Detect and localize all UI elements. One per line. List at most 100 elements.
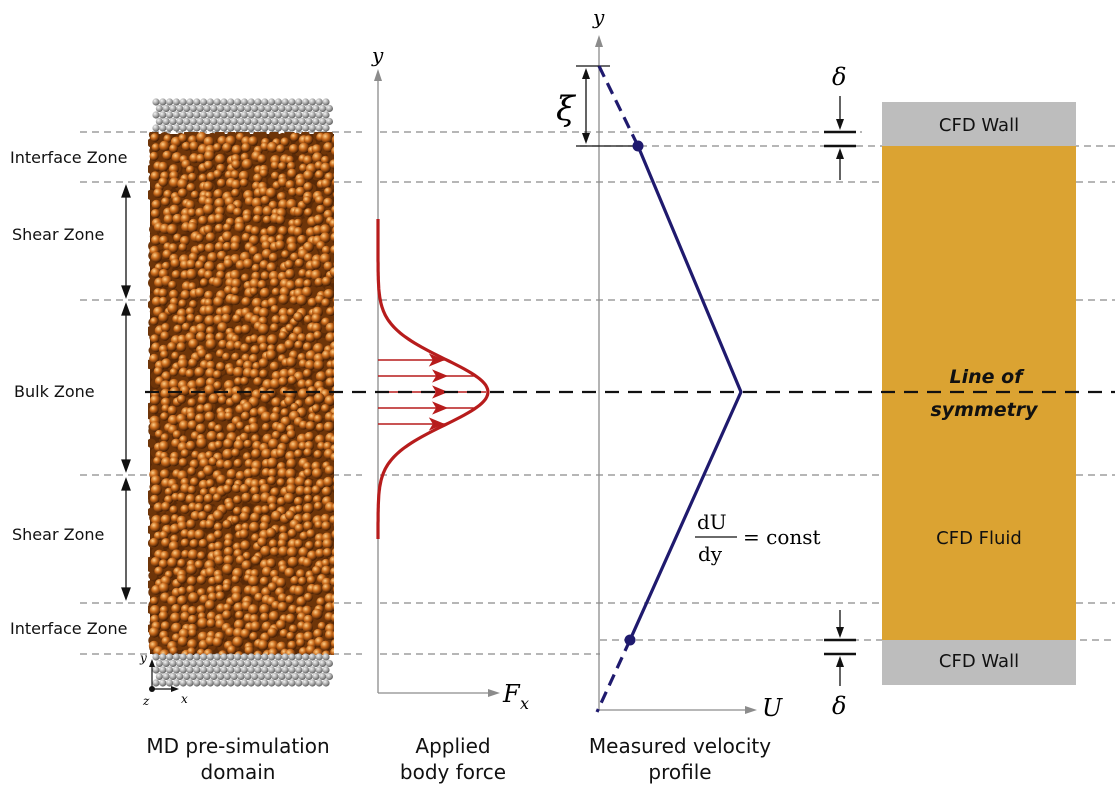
fluid-particle [170, 612, 181, 624]
fluid-particle [195, 207, 206, 218]
fluid-particle [187, 639, 198, 650]
fluid-particle [195, 423, 207, 434]
fluid-particle [294, 278, 306, 289]
fluid-particle [227, 645, 237, 655]
fluid-particle [153, 502, 164, 513]
fluid-particle [149, 405, 159, 415]
fluid-particle [231, 448, 241, 458]
fluid-particle [235, 610, 245, 620]
fluid-particle [277, 593, 288, 603]
fluid-particle [322, 583, 332, 593]
fluid-particle [266, 225, 277, 236]
fluid-particle [241, 324, 251, 335]
fluid-particle [280, 408, 290, 417]
fluid-particle [249, 422, 260, 434]
fluid-particle [276, 422, 287, 434]
fluid-particle [241, 401, 253, 413]
fluid-particle [166, 224, 178, 235]
fluid-particle [163, 134, 172, 143]
fluid-particle [206, 618, 216, 629]
wall-atom [220, 679, 228, 687]
fluid-particle [313, 392, 325, 404]
wall-atom [155, 104, 163, 113]
fluid-particle [231, 144, 242, 155]
fluid-particle [153, 366, 163, 376]
fluid-particle [194, 367, 205, 378]
fluid-particle [216, 459, 226, 469]
wall-atom [315, 653, 323, 661]
fluid-particle [153, 188, 164, 199]
delta-label-top: δ [832, 63, 846, 91]
fluid-particle [332, 305, 334, 313]
wall-atom [223, 659, 231, 668]
fluid-particle [312, 648, 324, 655]
fluid-particle [278, 376, 288, 387]
fluid-particle [321, 650, 331, 655]
fluid-particle [213, 541, 224, 552]
fluid-particle [249, 287, 259, 296]
fluid-particle [176, 315, 187, 325]
wall-atom [234, 98, 242, 106]
wall-atom [166, 653, 174, 661]
wall-atom [285, 672, 293, 681]
fluid-particle [287, 242, 298, 253]
md-axis-x-label: x [181, 692, 188, 706]
wall-atom [172, 666, 180, 674]
fluid-particle [250, 345, 260, 355]
fluid-particle [249, 368, 260, 379]
fluid-particle [185, 165, 195, 175]
fluid-particle [222, 519, 232, 530]
wall-atom [251, 117, 259, 126]
wall-atom [179, 98, 187, 106]
fluid-particle [203, 504, 213, 513]
wall-atom [172, 98, 180, 106]
fluid-particle [177, 358, 189, 370]
fluid-particle [236, 359, 245, 368]
wall-atom [176, 672, 184, 681]
fluid-particle [158, 582, 170, 594]
fluid-particle [203, 224, 214, 235]
fluid-particle [196, 437, 208, 449]
wall-atom [251, 104, 259, 113]
fluid-particle [293, 218, 303, 228]
wall-atom [325, 659, 333, 668]
wall-atom [169, 659, 177, 668]
fluid-particle [323, 197, 334, 208]
fluid-particle [187, 420, 198, 430]
fluid-particle [177, 595, 188, 606]
fluid-particle [271, 315, 281, 325]
wall-atom [183, 117, 191, 126]
fluid-particle [161, 261, 171, 271]
fluid-particle [178, 420, 190, 431]
fluid-particle [277, 539, 287, 549]
fluid-particle [259, 168, 269, 178]
wall-atom [302, 124, 310, 132]
fluid-particle [307, 550, 318, 561]
fluid-particle [267, 476, 277, 485]
fluid-particle [221, 313, 232, 324]
wall-atom [159, 679, 167, 687]
force-arrowhead [428, 353, 445, 367]
wall-atom [206, 666, 214, 674]
fluid-particle [197, 395, 207, 405]
fluid-particle [335, 281, 344, 290]
fluid-particle [304, 494, 313, 504]
wall-atom [288, 679, 296, 687]
fluid-particle [181, 549, 190, 559]
fluid-particle [268, 503, 277, 512]
fluid-particle [231, 592, 242, 603]
fluid-particle [279, 629, 289, 638]
fluid-particle [302, 557, 313, 568]
fluid-particle [195, 260, 205, 270]
wall-atom [172, 124, 180, 132]
fluid-particle [213, 370, 222, 379]
fluid-particle [203, 136, 215, 148]
fluid-particle [158, 177, 168, 187]
wall-atom [322, 111, 330, 119]
fluid-particle [319, 224, 331, 236]
fluid-particle [180, 504, 190, 514]
fluid-particle [185, 440, 196, 451]
fluid-particle [232, 314, 242, 323]
fluid-particle [261, 566, 273, 577]
fluid-particle [257, 154, 267, 164]
